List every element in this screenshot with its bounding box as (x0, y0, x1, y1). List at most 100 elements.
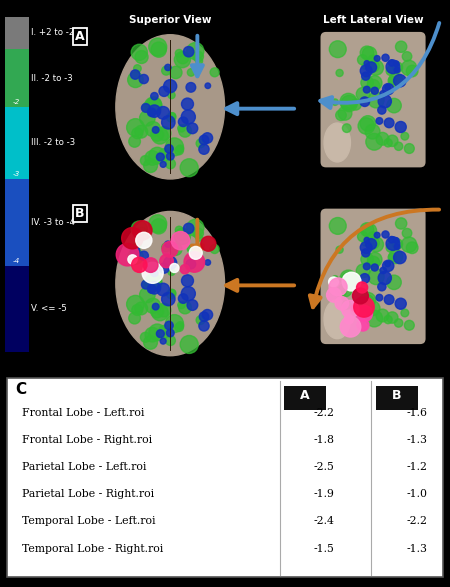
Text: II. -2 to -3: II. -2 to -3 (31, 73, 73, 83)
Circle shape (366, 310, 382, 327)
Circle shape (387, 312, 398, 323)
Circle shape (361, 253, 374, 266)
Text: -1.3: -1.3 (406, 435, 428, 445)
Circle shape (387, 99, 401, 113)
Circle shape (396, 218, 407, 229)
Circle shape (140, 332, 150, 342)
Circle shape (401, 237, 417, 252)
Circle shape (157, 283, 170, 296)
Circle shape (360, 222, 374, 237)
Circle shape (342, 272, 361, 291)
Circle shape (368, 55, 378, 65)
Circle shape (205, 259, 211, 265)
Text: -2.2: -2.2 (406, 517, 428, 527)
Circle shape (148, 285, 156, 294)
Circle shape (133, 221, 152, 240)
Circle shape (178, 301, 185, 309)
Circle shape (329, 278, 347, 296)
Circle shape (363, 263, 370, 270)
Circle shape (365, 301, 380, 316)
Circle shape (395, 298, 406, 309)
Circle shape (394, 75, 406, 87)
Circle shape (143, 102, 153, 112)
Text: Parietal Lobe - Left.roi: Parietal Lobe - Left.roi (22, 463, 147, 473)
Circle shape (392, 62, 403, 72)
Circle shape (149, 38, 166, 56)
Circle shape (374, 232, 380, 238)
Circle shape (158, 325, 171, 338)
Text: V. <= -5: V. <= -5 (31, 304, 67, 313)
Circle shape (378, 95, 392, 108)
Circle shape (342, 301, 351, 309)
Circle shape (336, 246, 343, 253)
Circle shape (338, 283, 352, 297)
Circle shape (380, 267, 387, 274)
Circle shape (199, 312, 209, 322)
Circle shape (210, 68, 219, 77)
Circle shape (148, 105, 161, 117)
Circle shape (366, 133, 382, 150)
Circle shape (134, 65, 141, 72)
Circle shape (358, 295, 374, 311)
Circle shape (199, 144, 209, 154)
Circle shape (166, 329, 174, 337)
Text: B: B (392, 389, 402, 402)
Circle shape (405, 321, 414, 330)
Circle shape (128, 255, 137, 264)
Circle shape (166, 113, 176, 122)
Ellipse shape (324, 300, 351, 339)
Circle shape (378, 106, 386, 114)
Circle shape (401, 60, 417, 76)
Circle shape (151, 305, 164, 318)
Circle shape (350, 276, 361, 287)
Text: III. -2 to -3: III. -2 to -3 (31, 139, 75, 147)
Circle shape (202, 309, 213, 320)
Circle shape (329, 41, 346, 58)
Circle shape (170, 264, 179, 272)
Circle shape (181, 286, 195, 301)
Circle shape (393, 61, 399, 66)
Circle shape (132, 305, 143, 315)
Circle shape (387, 275, 401, 289)
Circle shape (376, 309, 389, 322)
Ellipse shape (116, 211, 225, 356)
Text: Frontal Lobe - Left.roi: Frontal Lobe - Left.roi (22, 408, 144, 418)
Circle shape (202, 133, 213, 143)
Circle shape (368, 92, 384, 108)
Circle shape (166, 138, 184, 156)
Circle shape (363, 86, 370, 93)
Circle shape (354, 297, 374, 317)
Circle shape (140, 156, 150, 166)
Circle shape (174, 228, 190, 244)
FancyBboxPatch shape (320, 32, 426, 167)
Circle shape (364, 60, 369, 66)
Text: -1.6: -1.6 (406, 408, 428, 418)
Circle shape (402, 228, 412, 238)
Text: Left Lateral View: Left Lateral View (323, 15, 423, 25)
Circle shape (162, 116, 175, 129)
Circle shape (366, 62, 377, 73)
Circle shape (160, 161, 166, 167)
Circle shape (336, 286, 346, 297)
Circle shape (369, 237, 383, 252)
Circle shape (149, 147, 166, 164)
Circle shape (151, 42, 166, 57)
Circle shape (369, 61, 379, 72)
Circle shape (360, 65, 372, 77)
Circle shape (199, 135, 209, 144)
Circle shape (147, 274, 162, 289)
Circle shape (360, 116, 376, 131)
Circle shape (145, 122, 161, 137)
Circle shape (386, 66, 396, 76)
Circle shape (181, 110, 195, 124)
Circle shape (371, 87, 378, 95)
Circle shape (402, 52, 412, 61)
Circle shape (186, 259, 196, 269)
Circle shape (139, 251, 149, 261)
Circle shape (187, 123, 198, 134)
Circle shape (168, 268, 175, 275)
Circle shape (356, 264, 370, 278)
Circle shape (180, 158, 198, 177)
Circle shape (186, 83, 196, 92)
Circle shape (368, 269, 384, 285)
